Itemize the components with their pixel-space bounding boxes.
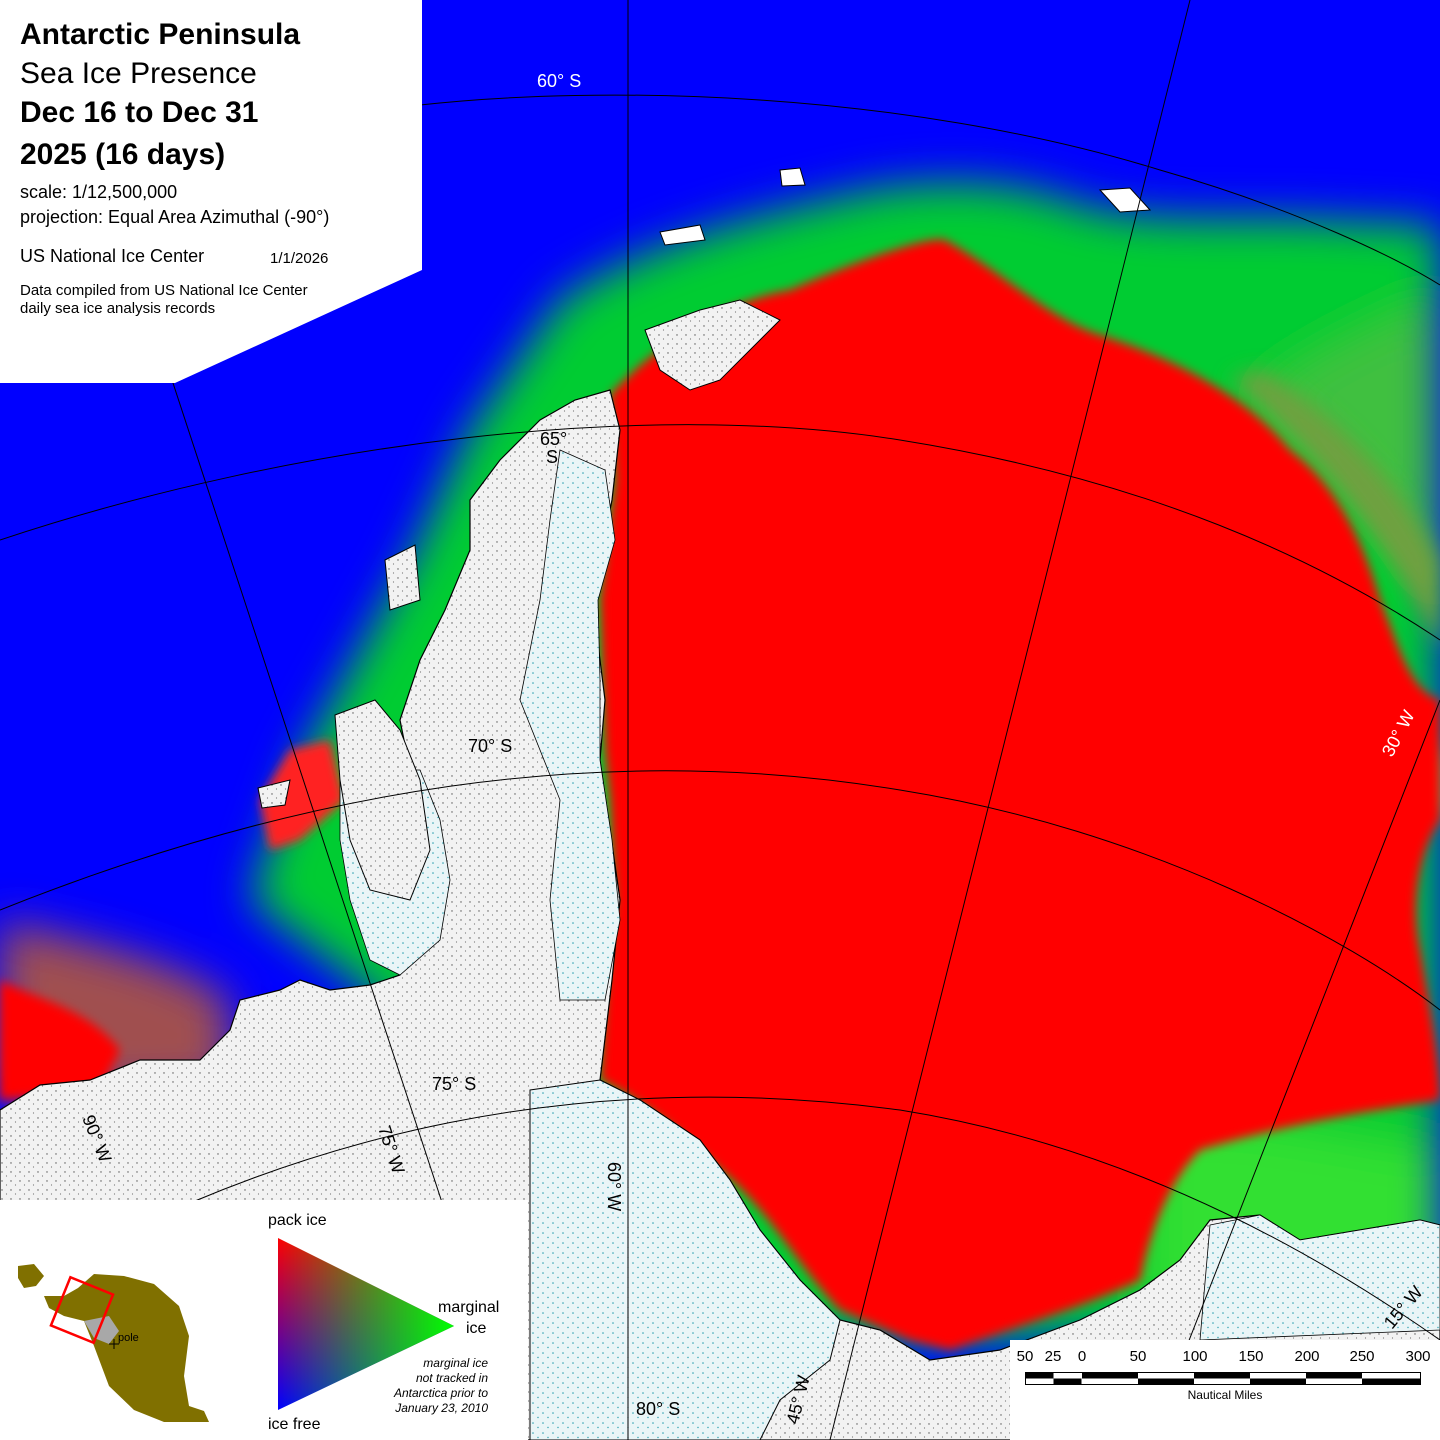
legend-note-4: January 23, 2010 (395, 1401, 488, 1415)
color-triangle-legend (278, 1238, 454, 1410)
legend-note-2: not tracked in (415, 1371, 488, 1385)
island-5 (659, 224, 706, 246)
scale-tick-1: 25 (1044, 1348, 1062, 1365)
scale-tick-0: 50 (1016, 1348, 1034, 1365)
locator-pole-label: pole (118, 1332, 139, 1344)
title-panel: Antarctic Peninsula Sea Ice Presence Dec… (0, 0, 420, 380)
lat-75-label: 75° S (432, 1074, 476, 1094)
legend-pack-ice: pack ice (268, 1212, 327, 1229)
island-4 (779, 167, 806, 187)
locator-map: pole (18, 1264, 209, 1422)
legend-note-1: marginal ice (423, 1356, 488, 1370)
lat-60-label: 60° S (537, 71, 581, 91)
scale-tick-5: 150 (1238, 1348, 1264, 1365)
legend-panel: pole pack ice marginal ice ice free marg… (0, 1200, 528, 1440)
legend-marginal-ice-1: marginal (438, 1299, 500, 1316)
scale-tick-8: 300 (1405, 1348, 1431, 1365)
lat-65-label: 65° (540, 429, 567, 449)
lat-80-label: 80° S (636, 1399, 680, 1419)
lat-70-label: 70° S (468, 736, 512, 756)
locator-frame (49, 1275, 115, 1345)
map-projection: projection: Equal Area Azimuthal (-90°) (20, 207, 330, 227)
locator-ice-shelf (84, 1316, 119, 1344)
scale-tick-7: 250 (1349, 1348, 1375, 1365)
scale-bar: 50 25 0 50 100 150 200 250 300 Nautical … (1010, 1340, 1440, 1440)
lat-65-s-label: S (546, 447, 558, 467)
scale-tick-6: 200 (1294, 1348, 1320, 1365)
island-2 (257, 779, 291, 809)
map-product-title: Sea Ice Presence (20, 57, 257, 90)
lon-60-label: 60° W (604, 1162, 624, 1211)
island-1 (384, 544, 421, 611)
larsen-ice-shelf (519, 449, 621, 1001)
scale-unit-label: Nautical Miles (1187, 1388, 1263, 1402)
map-scale: scale: 1/12,500,000 (20, 182, 178, 202)
south-shetland-islands (644, 299, 781, 391)
legend-note: marginal ice not tracked in Antarctica p… (360, 1356, 488, 1416)
legend-note-3: Antarctica prior to (393, 1386, 488, 1400)
map-date-range: Dec 16 to Dec 31 (20, 96, 259, 129)
title-panel-bg (0, 0, 422, 383)
issue-date: 1/1/2026 (270, 250, 329, 267)
coats-land-ice-shelf (1199, 1214, 1440, 1341)
legend-marginal-ice-2: ice (466, 1320, 487, 1337)
scale-tick-4: 100 (1182, 1348, 1208, 1365)
scale-bar-graphic (1025, 1372, 1421, 1385)
source-line-1: Data compiled from US National Ice Cente… (20, 282, 308, 299)
map-region-title: Antarctic Peninsula (20, 18, 301, 51)
scale-tick-2: 0 (1077, 1348, 1087, 1365)
alexander-island (334, 699, 431, 901)
source-line-2: daily sea ice analysis records (20, 300, 216, 317)
scale-tick-3: 50 (1129, 1348, 1147, 1365)
agency-name: US National Ice Center (20, 246, 205, 266)
ronne-filchner-ice-shelf (529, 1079, 841, 1440)
legend-ice-free: ice free (268, 1416, 321, 1433)
map-year-days: 2025 (16 days) (20, 138, 226, 171)
island-3 (1098, 187, 1152, 213)
